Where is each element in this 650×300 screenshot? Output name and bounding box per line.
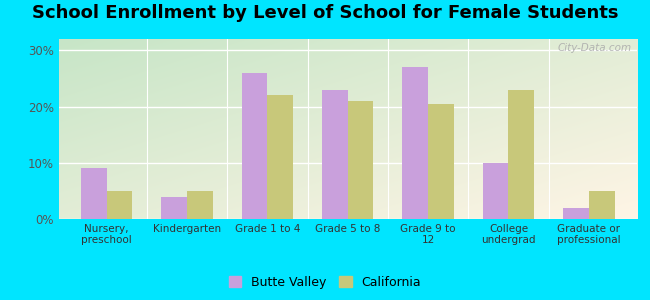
Bar: [563, 208, 589, 219]
Bar: [483, 163, 508, 219]
Bar: [161, 196, 187, 219]
Bar: [267, 95, 293, 219]
Bar: [428, 104, 454, 219]
Bar: [322, 90, 348, 219]
Bar: [242, 73, 267, 219]
Bar: [81, 168, 107, 219]
Bar: [187, 191, 213, 219]
Bar: [508, 90, 534, 219]
Bar: [589, 191, 614, 219]
Text: School Enrollment by Level of School for Female Students: School Enrollment by Level of School for…: [32, 4, 618, 22]
Text: City-Data.com: City-Data.com: [557, 43, 631, 52]
Bar: [107, 191, 133, 219]
Legend: Butte Valley, California: Butte Valley, California: [224, 271, 426, 294]
Bar: [402, 67, 428, 219]
Bar: [348, 101, 374, 219]
